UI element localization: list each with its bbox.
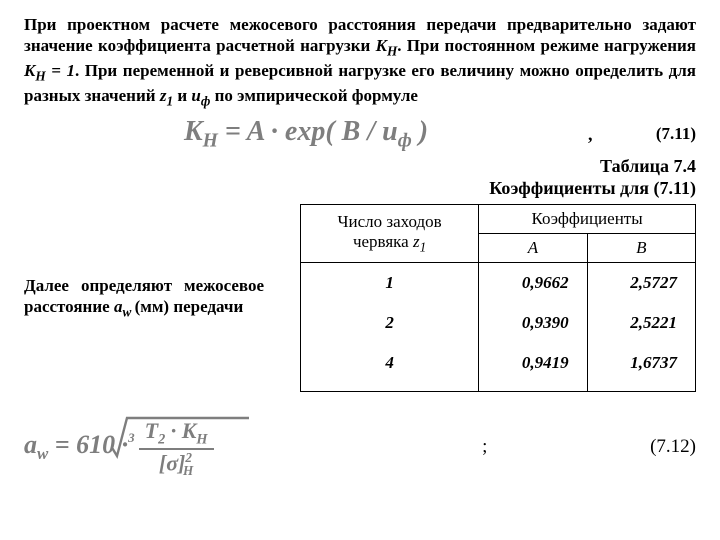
side-paragraph: Далее определяют межосевое расстояние aw… xyxy=(24,275,264,321)
col-header-B: B xyxy=(587,233,695,262)
formula-7-12-row: aw = 610 · 3 T2 · KH [σ]2H ; (7.12) xyxy=(24,416,696,479)
table-titles: Таблица 7.4 Коэффициенты для (7.11) xyxy=(24,155,696,200)
col-header-A: A xyxy=(479,233,587,262)
eq-number-7-11: (7.11) xyxy=(606,124,696,144)
formula-7-11-row: KH = A · exp( B / uф ) , (7.11) xyxy=(24,116,696,153)
col-header-coef: Коэффициенты xyxy=(479,204,696,233)
eq-number-7-12: (7.12) xyxy=(596,436,696,458)
intro-paragraph: При проектном расчете межосевого расстоя… xyxy=(24,14,696,110)
formula-semicolon: ; xyxy=(482,436,487,458)
table-row: 2 0,9390 2,5221 xyxy=(301,303,696,343)
formula-comma: , xyxy=(588,124,606,145)
col-header-z1: Число заходов червяка z1 xyxy=(301,204,479,262)
formula-7-12: aw = 610 · 3 T2 · KH [σ]2H xyxy=(24,416,214,479)
table-row: 4 0,9419 1,6737 xyxy=(301,343,696,392)
coefficients-table: Число заходов червяка z1 Коэффициенты A … xyxy=(300,204,696,392)
table-row: 1 0,9662 2,5727 xyxy=(301,262,696,303)
formula-7-11: KH = A · exp( B / uф ) xyxy=(184,116,428,147)
